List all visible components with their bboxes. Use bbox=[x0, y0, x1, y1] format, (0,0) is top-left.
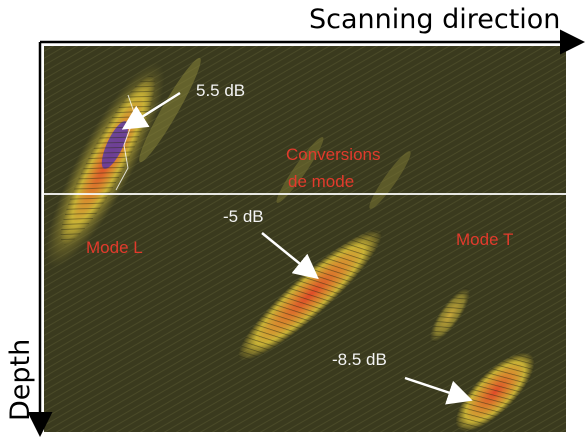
mode-l-label: Mode L bbox=[86, 238, 143, 257]
depth-label: Depth bbox=[5, 338, 36, 421]
db-middle-label: -5 dB bbox=[223, 207, 264, 226]
mode-t-label: Mode T bbox=[456, 230, 514, 249]
conversions-label-line1: Conversions bbox=[286, 145, 381, 164]
echo-bottom bbox=[455, 352, 535, 432]
arrow-minus-8-5db bbox=[404, 376, 473, 405]
arrow-minus-5db bbox=[261, 232, 319, 280]
echo-middle bbox=[238, 229, 382, 361]
db-top-label: 5.5 dB bbox=[196, 81, 246, 100]
arrow-5-5db bbox=[121, 91, 181, 130]
db-bottom-label: -8.5 dB bbox=[332, 350, 387, 369]
scanning-direction-label: Scanning direction bbox=[309, 4, 561, 35]
conversions-label-line2: de mode bbox=[288, 172, 355, 191]
echo-mode-t bbox=[429, 288, 471, 342]
